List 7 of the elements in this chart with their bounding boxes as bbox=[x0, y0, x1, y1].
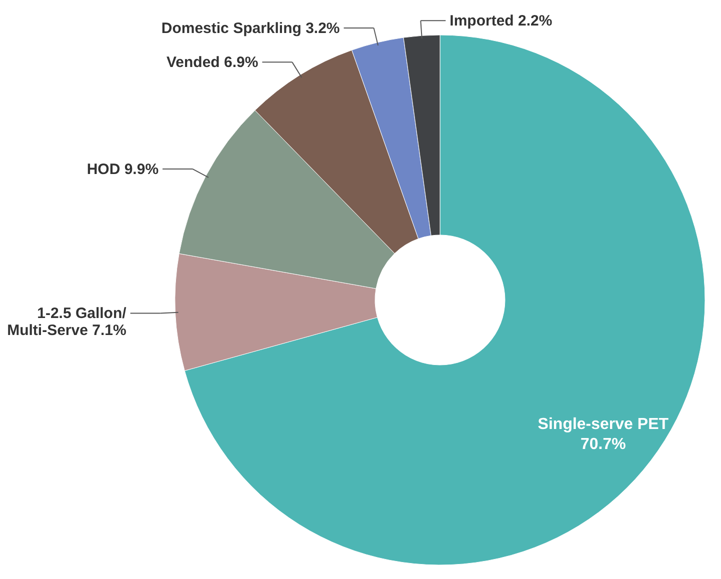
data-label: 70.7% bbox=[580, 436, 626, 454]
slice-label: Domestic Sparkling 3.2% bbox=[161, 20, 340, 37]
slice-label: Vended 6.9% bbox=[166, 54, 258, 72]
slice-label: HOD 9.9% bbox=[86, 160, 159, 178]
slice-label: Single-serve PET bbox=[538, 416, 669, 434]
slice-label: 1-2.5 Gallon/ Multi-Serve 7.1% bbox=[7, 305, 128, 340]
slice-label: Imported 2.2% bbox=[450, 12, 552, 30]
